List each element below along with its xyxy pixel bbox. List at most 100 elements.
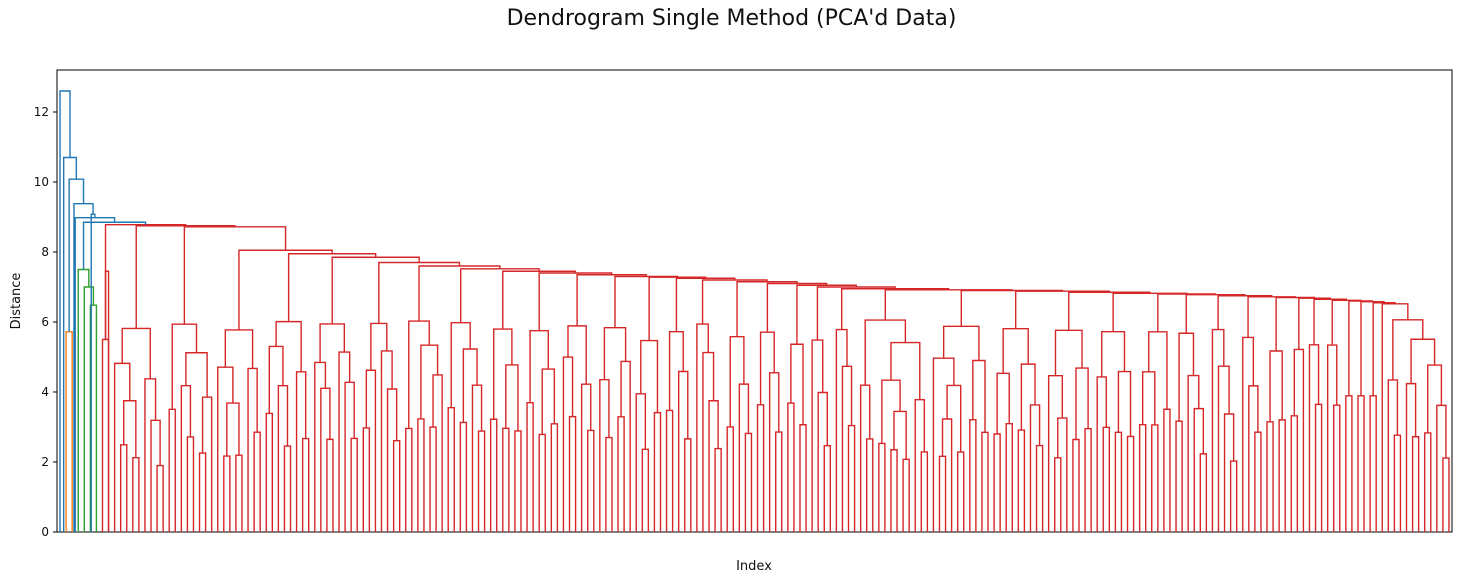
dendrogram-link bbox=[477, 430, 486, 532]
dendrogram-link bbox=[1333, 404, 1341, 532]
dendrogram-link bbox=[1017, 429, 1026, 532]
dendrogram-link bbox=[277, 384, 289, 532]
dendrogram-link bbox=[301, 437, 310, 532]
dendrogram-link bbox=[183, 226, 287, 325]
dendrogram-link bbox=[1193, 407, 1205, 532]
dendrogram-link bbox=[1112, 292, 1188, 332]
dendrogram-link bbox=[1393, 434, 1402, 532]
dendrogram-link bbox=[714, 447, 722, 532]
dendrogram-link bbox=[198, 452, 207, 532]
dendrogram-link bbox=[253, 431, 261, 532]
dendrogram-link bbox=[121, 327, 151, 379]
dendrogram-link bbox=[1005, 423, 1013, 532]
dendrogram-link bbox=[1278, 419, 1286, 532]
dendrogram-link bbox=[1101, 330, 1126, 377]
dendrogram-link bbox=[1138, 423, 1147, 532]
dendrogram-link bbox=[344, 381, 355, 532]
dendrogram-link bbox=[144, 378, 157, 532]
dendrogram-link bbox=[738, 383, 750, 532]
dendrogram-link bbox=[938, 455, 947, 532]
dendrogram-link bbox=[362, 427, 371, 532]
dendrogram-link bbox=[902, 458, 910, 532]
dendrogram-link bbox=[775, 431, 783, 532]
dendrogram-link bbox=[617, 416, 625, 532]
dendrogram-link bbox=[505, 364, 519, 431]
dendrogram-link bbox=[920, 451, 929, 532]
dendrogram-link bbox=[744, 432, 753, 532]
x-axis-label: Index bbox=[736, 559, 772, 574]
dendrogram-link bbox=[1057, 417, 1068, 532]
dendrogram-link bbox=[1223, 413, 1235, 532]
dendrogram-link bbox=[493, 328, 513, 420]
dendrogram-link bbox=[1266, 421, 1274, 532]
dendrogram-link bbox=[1372, 302, 1396, 396]
dendrogram-link bbox=[1178, 332, 1195, 422]
dendrogram-link bbox=[1002, 328, 1029, 374]
dendrogram-link bbox=[960, 289, 1064, 327]
dendrogram-link bbox=[756, 404, 765, 532]
dendrogram-link bbox=[180, 385, 192, 532]
dendrogram-link bbox=[1313, 298, 1348, 345]
dendrogram-link bbox=[1054, 457, 1062, 532]
dendrogram-link bbox=[684, 438, 692, 532]
dendrogram-link bbox=[168, 408, 176, 532]
dendrogram-link bbox=[1229, 460, 1238, 532]
dendrogram-link bbox=[665, 409, 674, 532]
dendrogram-link bbox=[1217, 295, 1273, 330]
dendrogram-link bbox=[817, 391, 828, 532]
dendrogram-link bbox=[847, 424, 856, 532]
dendrogram-link bbox=[392, 439, 401, 532]
dendrogram-link bbox=[620, 360, 631, 532]
dendrogram-link bbox=[811, 339, 824, 532]
dendrogram-link bbox=[226, 402, 240, 457]
dendrogram-links bbox=[59, 90, 1450, 532]
dendrogram-link bbox=[641, 448, 650, 532]
dendrogram-link bbox=[65, 331, 73, 532]
dendrogram-link bbox=[1275, 296, 1316, 351]
dendrogram-link bbox=[890, 341, 921, 400]
dendrogram-link bbox=[1269, 350, 1283, 422]
dendrogram-link bbox=[914, 398, 926, 532]
dendrogram-link bbox=[790, 343, 804, 425]
dendrogram-link bbox=[418, 265, 501, 322]
dendrogram-link bbox=[677, 370, 689, 532]
dendrogram-link bbox=[1175, 420, 1183, 532]
dendrogram-link bbox=[1117, 370, 1132, 437]
y-tick-label: 4 bbox=[41, 385, 49, 399]
dendrogram-link bbox=[429, 426, 437, 532]
dendrogram-link bbox=[1242, 336, 1255, 532]
dendrogram-link bbox=[1427, 364, 1443, 433]
dendrogram-link bbox=[614, 275, 679, 328]
dendrogram-link bbox=[972, 359, 986, 433]
y-tick-label: 6 bbox=[41, 315, 49, 329]
dendrogram-link bbox=[981, 431, 989, 532]
dendrogram-link bbox=[247, 367, 258, 532]
dendrogram-link bbox=[1326, 344, 1338, 532]
dendrogram-link bbox=[459, 421, 468, 532]
y-tick-label: 10 bbox=[34, 175, 49, 189]
dendrogram-link bbox=[708, 400, 719, 532]
dendrogram-link bbox=[450, 321, 471, 408]
dendrogram-link bbox=[268, 345, 284, 414]
dendrogram-link bbox=[605, 436, 613, 532]
dendrogram-link bbox=[101, 338, 110, 532]
dendrogram-link bbox=[1126, 435, 1135, 532]
dendrogram-link bbox=[471, 384, 483, 532]
dendrogram-link bbox=[538, 272, 613, 331]
dendrogram-link bbox=[326, 438, 334, 532]
dendrogram-link bbox=[1424, 432, 1432, 532]
dendrogram-link bbox=[866, 438, 874, 532]
dendrogram-link bbox=[265, 412, 274, 532]
dendrogram-link bbox=[90, 213, 96, 532]
dendrogram-link bbox=[1254, 431, 1262, 532]
dendrogram-link bbox=[996, 372, 1010, 434]
dendrogram-link bbox=[386, 388, 398, 532]
dendrogram-link bbox=[550, 423, 559, 532]
dendrogram-link bbox=[420, 344, 439, 419]
dendrogram-link bbox=[59, 90, 71, 532]
dendrogram-link bbox=[432, 374, 443, 532]
dendrogram-link bbox=[993, 433, 1001, 532]
dendrogram-link bbox=[1293, 348, 1305, 532]
dendrogram-link bbox=[759, 331, 775, 405]
dendrogram-link bbox=[1345, 395, 1353, 532]
